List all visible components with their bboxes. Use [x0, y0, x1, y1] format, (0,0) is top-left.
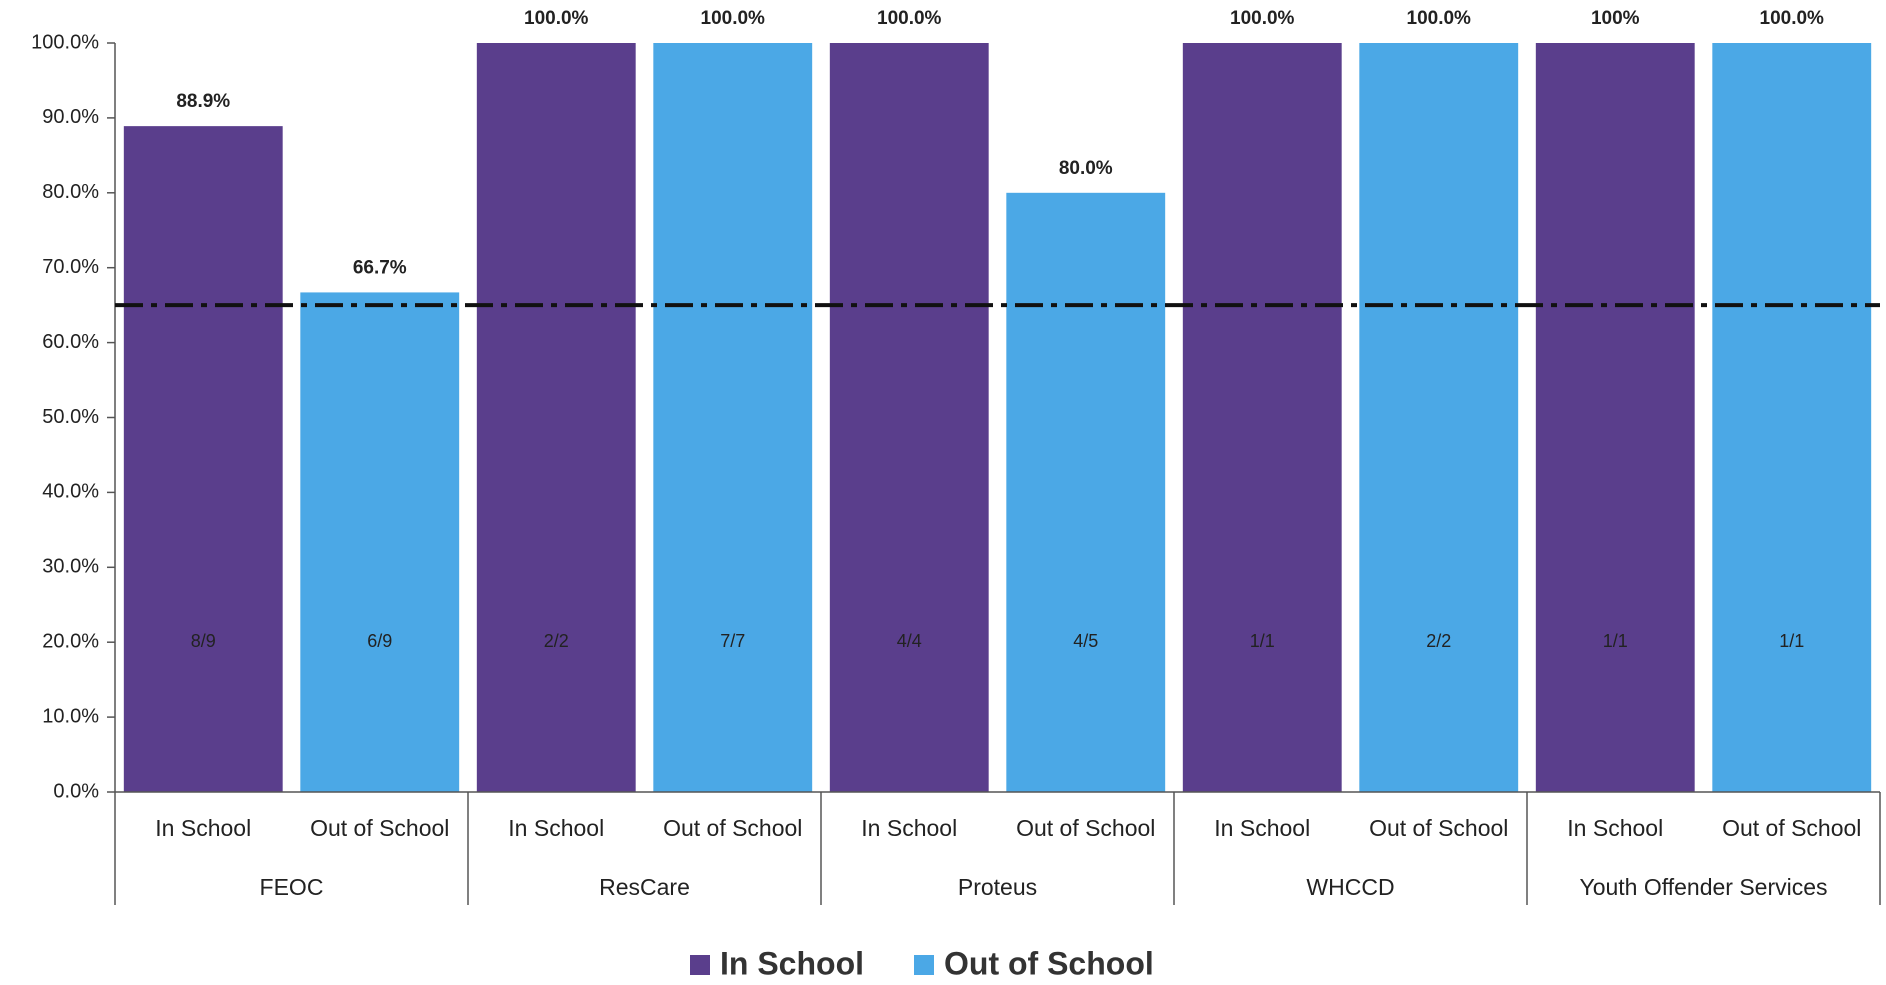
value-label: 100.0%: [877, 8, 942, 29]
bar: [476, 43, 636, 792]
value-label: 100%: [1591, 8, 1640, 29]
y-tick-label: 20.0%: [42, 630, 99, 652]
y-tick-label: 40.0%: [42, 481, 99, 503]
value-label: 88.9%: [176, 91, 230, 112]
inner-label: 7/7: [720, 631, 745, 651]
x-tick-label: ResCare: [599, 874, 690, 900]
bar: [1359, 43, 1519, 792]
x-tick-label: Youth Offender Services: [1579, 874, 1827, 900]
x-tick-label: Proteus: [958, 874, 1037, 900]
legend-label: Out of School: [944, 945, 1154, 981]
inner-label: 4/4: [897, 631, 922, 651]
y-tick-label: 60.0%: [42, 331, 99, 353]
inner-label: 8/9: [191, 631, 216, 651]
bar: [300, 292, 460, 792]
x-subcategory-label: Out of School: [1369, 815, 1508, 841]
x-tick-label: FEOC: [260, 874, 324, 900]
y-tick-label: 10.0%: [42, 705, 99, 727]
bar: [1535, 43, 1695, 792]
bar: [1182, 43, 1342, 792]
legend-swatch: [914, 955, 934, 975]
inner-label: 4/5: [1073, 631, 1098, 651]
bar: [1006, 192, 1166, 793]
x-subcategory-label: In School: [861, 815, 957, 841]
y-tick-label: 70.0%: [42, 256, 99, 278]
legend-label: In School: [720, 945, 864, 981]
y-tick-label: 0.0%: [53, 780, 99, 802]
inner-label: 1/1: [1250, 631, 1275, 651]
y-tick-label: 30.0%: [42, 556, 99, 578]
x-subcategory-label: In School: [155, 815, 251, 841]
inner-label: 2/2: [1426, 631, 1451, 651]
x-subcategory-label: Out of School: [663, 815, 802, 841]
x-subcategory-label: Out of School: [310, 815, 449, 841]
value-label: 100.0%: [1407, 8, 1472, 29]
bar: [1712, 43, 1872, 792]
y-tick-label: 80.0%: [42, 181, 99, 203]
value-label: 100.0%: [1760, 8, 1825, 29]
value-label: 100.0%: [701, 8, 766, 29]
x-tick-label: WHCCD: [1306, 874, 1394, 900]
y-tick-label: 50.0%: [42, 406, 99, 428]
inner-label: 2/2: [544, 631, 569, 651]
y-tick-label: 100.0%: [31, 31, 99, 53]
inner-label: 6/9: [367, 631, 392, 651]
y-tick-label: 90.0%: [42, 106, 99, 128]
value-label: 66.7%: [353, 257, 407, 278]
inner-label: 1/1: [1603, 631, 1628, 651]
x-subcategory-label: In School: [508, 815, 604, 841]
inner-label: 1/1: [1779, 631, 1804, 651]
x-subcategory-label: Out of School: [1722, 815, 1861, 841]
value-label: 80.0%: [1059, 158, 1113, 179]
bar: [829, 43, 989, 792]
bar: [123, 126, 283, 793]
bar: [653, 43, 813, 792]
x-subcategory-label: In School: [1567, 815, 1663, 841]
value-label: 100.0%: [524, 8, 589, 29]
legend-swatch: [690, 955, 710, 975]
x-subcategory-label: In School: [1214, 815, 1310, 841]
value-label: 100.0%: [1230, 8, 1295, 29]
x-subcategory-label: Out of School: [1016, 815, 1155, 841]
